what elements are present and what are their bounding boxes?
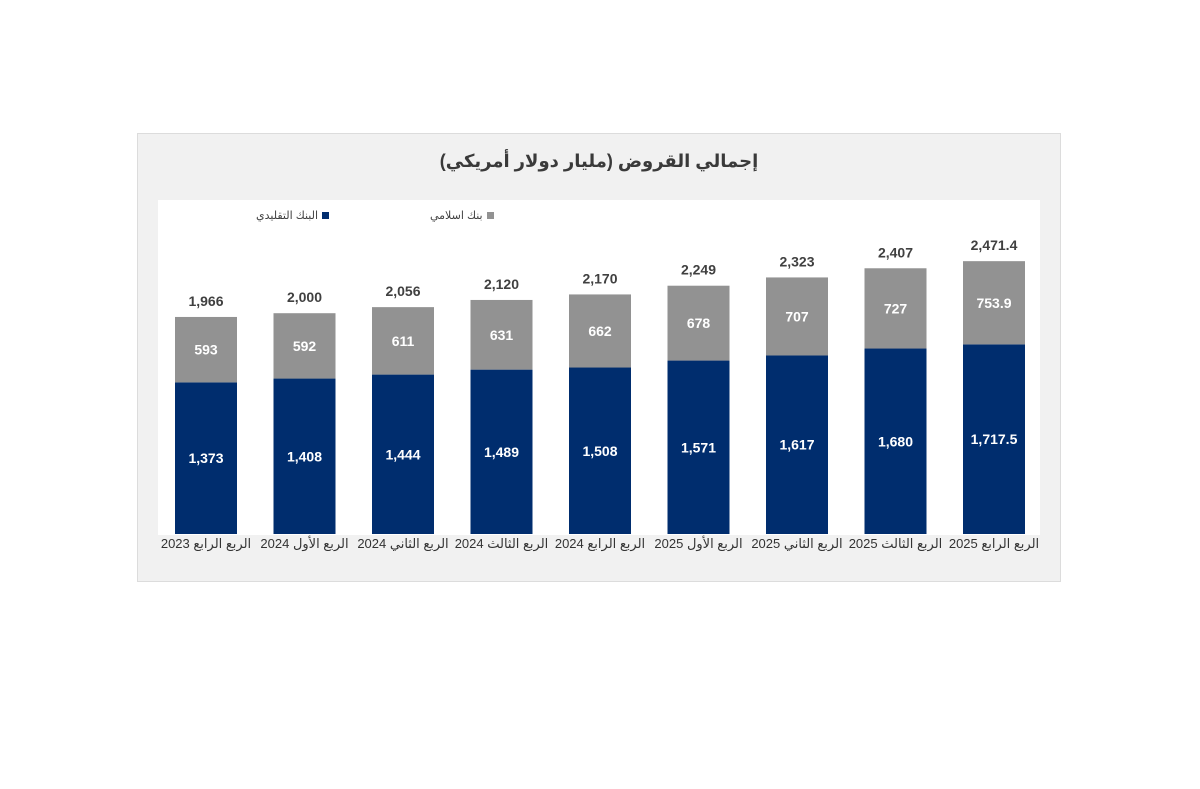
data-label-conventional-6: 1,617 bbox=[779, 437, 814, 453]
bar-segment-islamic-1 bbox=[273, 313, 336, 379]
total-label-3: 2,120 bbox=[484, 276, 519, 292]
plot-area: البنك التقليدي بنك اسلامي 1,373 593 1,966 1… bbox=[158, 200, 1040, 535]
chart-svg: 1,373 593 1,966 1,408 592 2,000 1,444 611 2,056 1… bbox=[175, 237, 1025, 534]
legend-label-conventional: البنك التقليدي bbox=[256, 210, 319, 222]
x-tick-label-5: الربع الأول 2025 bbox=[654, 536, 743, 551]
data-label-islamic-0: 593 bbox=[194, 342, 218, 358]
x-tick-label-2: الربع الثاني 2024 bbox=[357, 536, 449, 551]
legend-swatch-islamic bbox=[486, 212, 494, 219]
bar-segment-conventional-3 bbox=[470, 369, 533, 534]
x-tick-label-7: الربع الثالث 2025 bbox=[848, 536, 943, 551]
total-label-4: 2,170 bbox=[582, 270, 617, 286]
bar-segment-conventional-2 bbox=[372, 374, 434, 534]
bar-segment-islamic-5 bbox=[667, 285, 730, 361]
total-label-5: 2,249 bbox=[681, 262, 716, 278]
data-label-islamic-3: 631 bbox=[490, 327, 514, 343]
bar-segment-islamic-3 bbox=[470, 299, 533, 370]
data-label-conventional-4: 1,508 bbox=[582, 443, 617, 459]
total-label-8: 2,471.4 bbox=[971, 237, 1018, 253]
bar-segment-conventional-6 bbox=[766, 355, 828, 534]
data-label-conventional-3: 1,489 bbox=[484, 444, 519, 460]
x-tick-label-3: الربع الثالث 2024 bbox=[454, 536, 549, 551]
x-tick-label-0: الربع الرابع 2023 bbox=[160, 536, 252, 551]
data-label-islamic-1: 592 bbox=[293, 338, 317, 354]
data-label-conventional-1: 1,408 bbox=[287, 448, 322, 464]
bar-segment-conventional-5 bbox=[667, 360, 730, 534]
data-label-islamic-5: 678 bbox=[687, 315, 711, 331]
data-label-conventional-7: 1,680 bbox=[878, 433, 913, 449]
x-tick-label-4: الربع الرابع 2024 bbox=[554, 536, 646, 551]
total-label-1: 2,000 bbox=[287, 289, 322, 305]
x-tick-label-6: الربع الثاني 2025 bbox=[751, 536, 843, 551]
chart-title: إجمالي القروض (مليار دولار أمريكي) bbox=[439, 151, 759, 171]
legend-swatch-conventional bbox=[322, 212, 330, 219]
bar-segment-islamic-4 bbox=[569, 294, 631, 368]
bar-segment-islamic-0 bbox=[175, 316, 237, 383]
legend-item-islamic: بنك اسلامي bbox=[430, 209, 494, 222]
legend-item-conventional: البنك التقليدي bbox=[256, 209, 330, 222]
data-label-islamic-4: 662 bbox=[588, 323, 612, 339]
data-label-islamic-6: 707 bbox=[785, 308, 809, 324]
total-label-2: 2,056 bbox=[385, 283, 420, 299]
total-label-0: 1,966 bbox=[188, 293, 223, 309]
bar-segment-conventional-1 bbox=[273, 378, 336, 534]
bar-segment-conventional-7 bbox=[864, 348, 927, 534]
data-label-conventional-5: 1,571 bbox=[681, 439, 716, 455]
bar-segment-islamic-2 bbox=[372, 307, 434, 375]
bar-segment-islamic-8 bbox=[963, 261, 1025, 345]
data-label-conventional-8: 1,717.5 bbox=[971, 431, 1018, 447]
bar-segment-conventional-8 bbox=[963, 344, 1025, 534]
total-label-7: 2,407 bbox=[878, 244, 913, 260]
legend-label-islamic: بنك اسلامي bbox=[430, 210, 483, 222]
data-label-islamic-7: 727 bbox=[884, 300, 908, 316]
bar-segment-conventional-4 bbox=[569, 367, 631, 534]
x-tick-label-1: الربع الأول 2024 bbox=[260, 536, 349, 551]
data-label-conventional-0: 1,373 bbox=[188, 450, 223, 466]
x-axis-labels: الربع الرابع 2023 الربع الأول 2024 الربع ا… bbox=[138, 536, 1062, 576]
data-label-conventional-2: 1,444 bbox=[385, 446, 420, 462]
data-label-islamic-8: 753.9 bbox=[976, 295, 1011, 311]
x-tick-label-8: الربع الرابع 2025 bbox=[948, 536, 1040, 551]
bar-segment-islamic-7 bbox=[864, 268, 927, 349]
total-label-6: 2,323 bbox=[779, 253, 814, 269]
bar-segment-islamic-6 bbox=[766, 277, 828, 356]
data-label-islamic-2: 611 bbox=[392, 333, 415, 349]
chart-panel: إجمالي القروض (مليار دولار أمريكي) البنك… bbox=[137, 133, 1061, 582]
bar-segment-conventional-0 bbox=[175, 382, 237, 534]
